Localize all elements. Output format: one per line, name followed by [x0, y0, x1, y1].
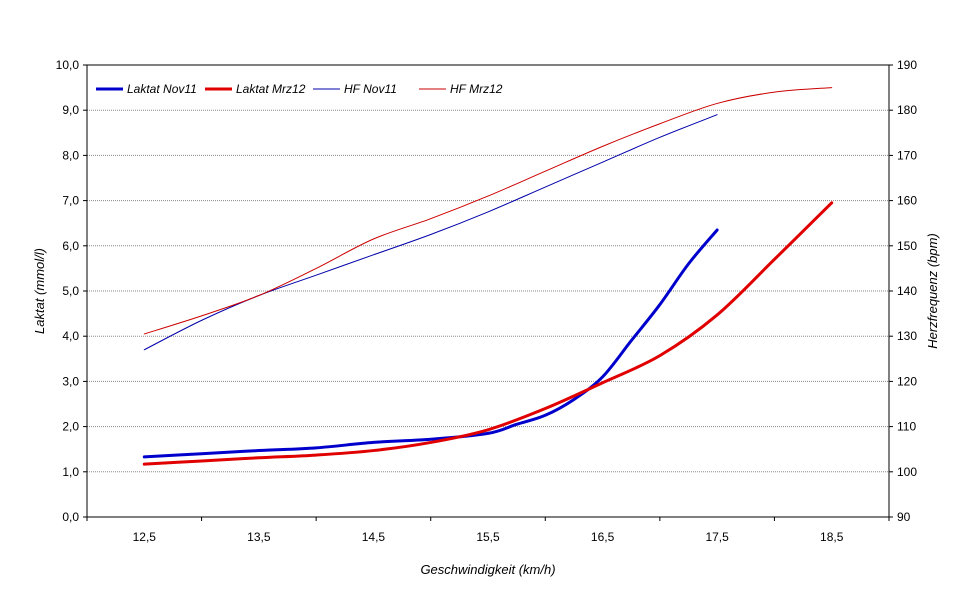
x-axis-title: Geschwindigkeit (km/h) — [420, 562, 555, 577]
y-axis-title: Laktat (mmol/l) — [32, 248, 47, 334]
series-line-laktat-nov11 — [142, 228, 719, 459]
x-tick-label: 14,5 — [362, 530, 386, 544]
series-line-hf-mrz12 — [143, 87, 833, 335]
series-layer — [142, 87, 834, 466]
y-tick-label: 1,0 — [62, 465, 79, 479]
y2-tick-label: 130 — [897, 329, 917, 343]
y-tick-label: 7,0 — [62, 194, 79, 208]
y2-tick-label: 100 — [897, 465, 917, 479]
y2-axis-title: Herzfrequenz (bpm) — [925, 233, 940, 349]
y2-tick-label: 120 — [897, 374, 917, 388]
grid-layer — [87, 109, 889, 473]
series-line-hf-nov11 — [143, 114, 718, 351]
y2-tick-label: 190 — [897, 58, 917, 72]
y2-tick-label: 170 — [897, 148, 917, 162]
legend-label-laktat-nov11: Laktat Nov11 — [127, 82, 197, 96]
y-tick-label: 5,0 — [62, 284, 79, 298]
y2-tick-label: 160 — [897, 194, 917, 208]
x-tick-label: 17,5 — [705, 530, 729, 544]
y-tick-label: 6,0 — [62, 239, 79, 253]
x-tick-label: 13,5 — [247, 530, 271, 544]
x-tick-label: 15,5 — [476, 530, 500, 544]
legend-label-laktat-mrz12: Laktat Mrz12 — [236, 82, 306, 96]
axes-layer: 0,0 1,0 2,0 3,0 4,0 5,0 6,0 7,0 8,0 9,0 10,0 90 100 1… — [56, 58, 918, 544]
y-tick-label: 8,0 — [62, 148, 79, 162]
legend: Laktat Nov11 Laktat Mrz12 HF Nov11 HF Mrz12 — [96, 82, 503, 96]
y2-tick-label: 180 — [897, 103, 917, 117]
x-tick-label: 12,5 — [133, 530, 157, 544]
y-tick-label: 2,0 — [62, 420, 79, 434]
y-tick-label: 4,0 — [62, 329, 79, 343]
x-tick-label: 16,5 — [591, 530, 615, 544]
y-tick-label: 0,0 — [62, 510, 79, 524]
y2-tick-label: 150 — [897, 239, 917, 253]
legend-label-hf-nov11: HF Nov11 — [344, 82, 397, 96]
y-tick-label: 9,0 — [62, 103, 79, 117]
y2-tick-label: 110 — [897, 420, 916, 434]
legend-label-hf-mrz12: HF Mrz12 — [450, 82, 503, 96]
y2-tick-label: 90 — [897, 510, 911, 524]
y2-tick-label: 140 — [897, 284, 917, 298]
x-tick-label: 18,5 — [820, 530, 844, 544]
y-tick-label: 10,0 — [56, 58, 80, 72]
series-line-laktat-mrz12 — [142, 201, 834, 466]
y-tick-label: 3,0 — [62, 374, 79, 388]
